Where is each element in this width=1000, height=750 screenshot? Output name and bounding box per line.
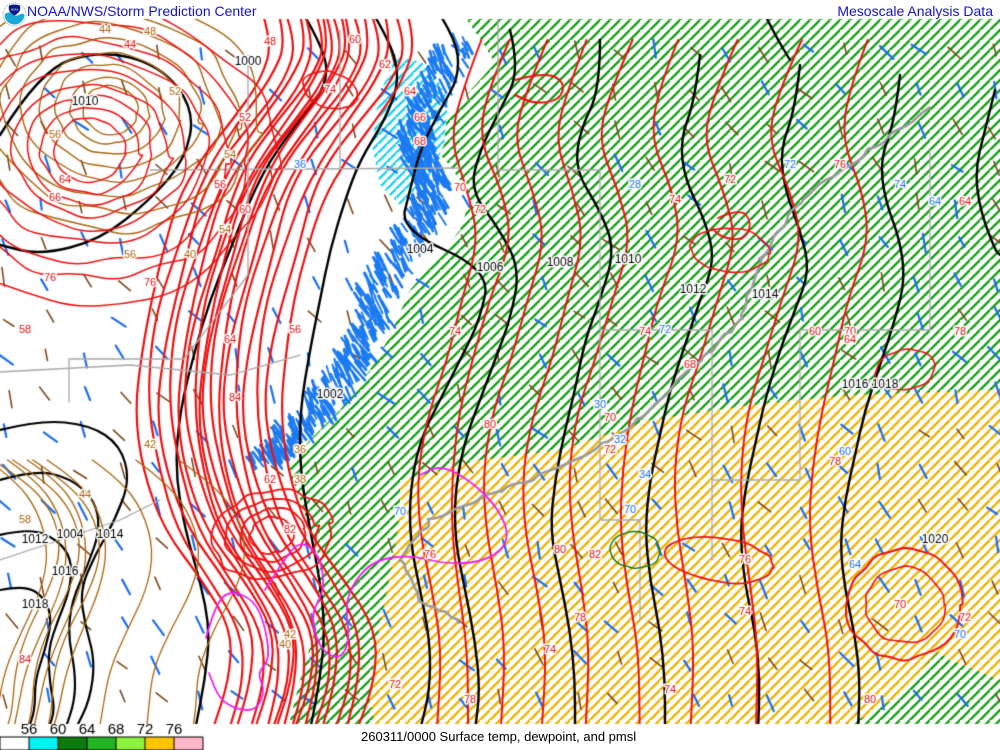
svg-text:NOAA: NOAA <box>11 8 19 12</box>
